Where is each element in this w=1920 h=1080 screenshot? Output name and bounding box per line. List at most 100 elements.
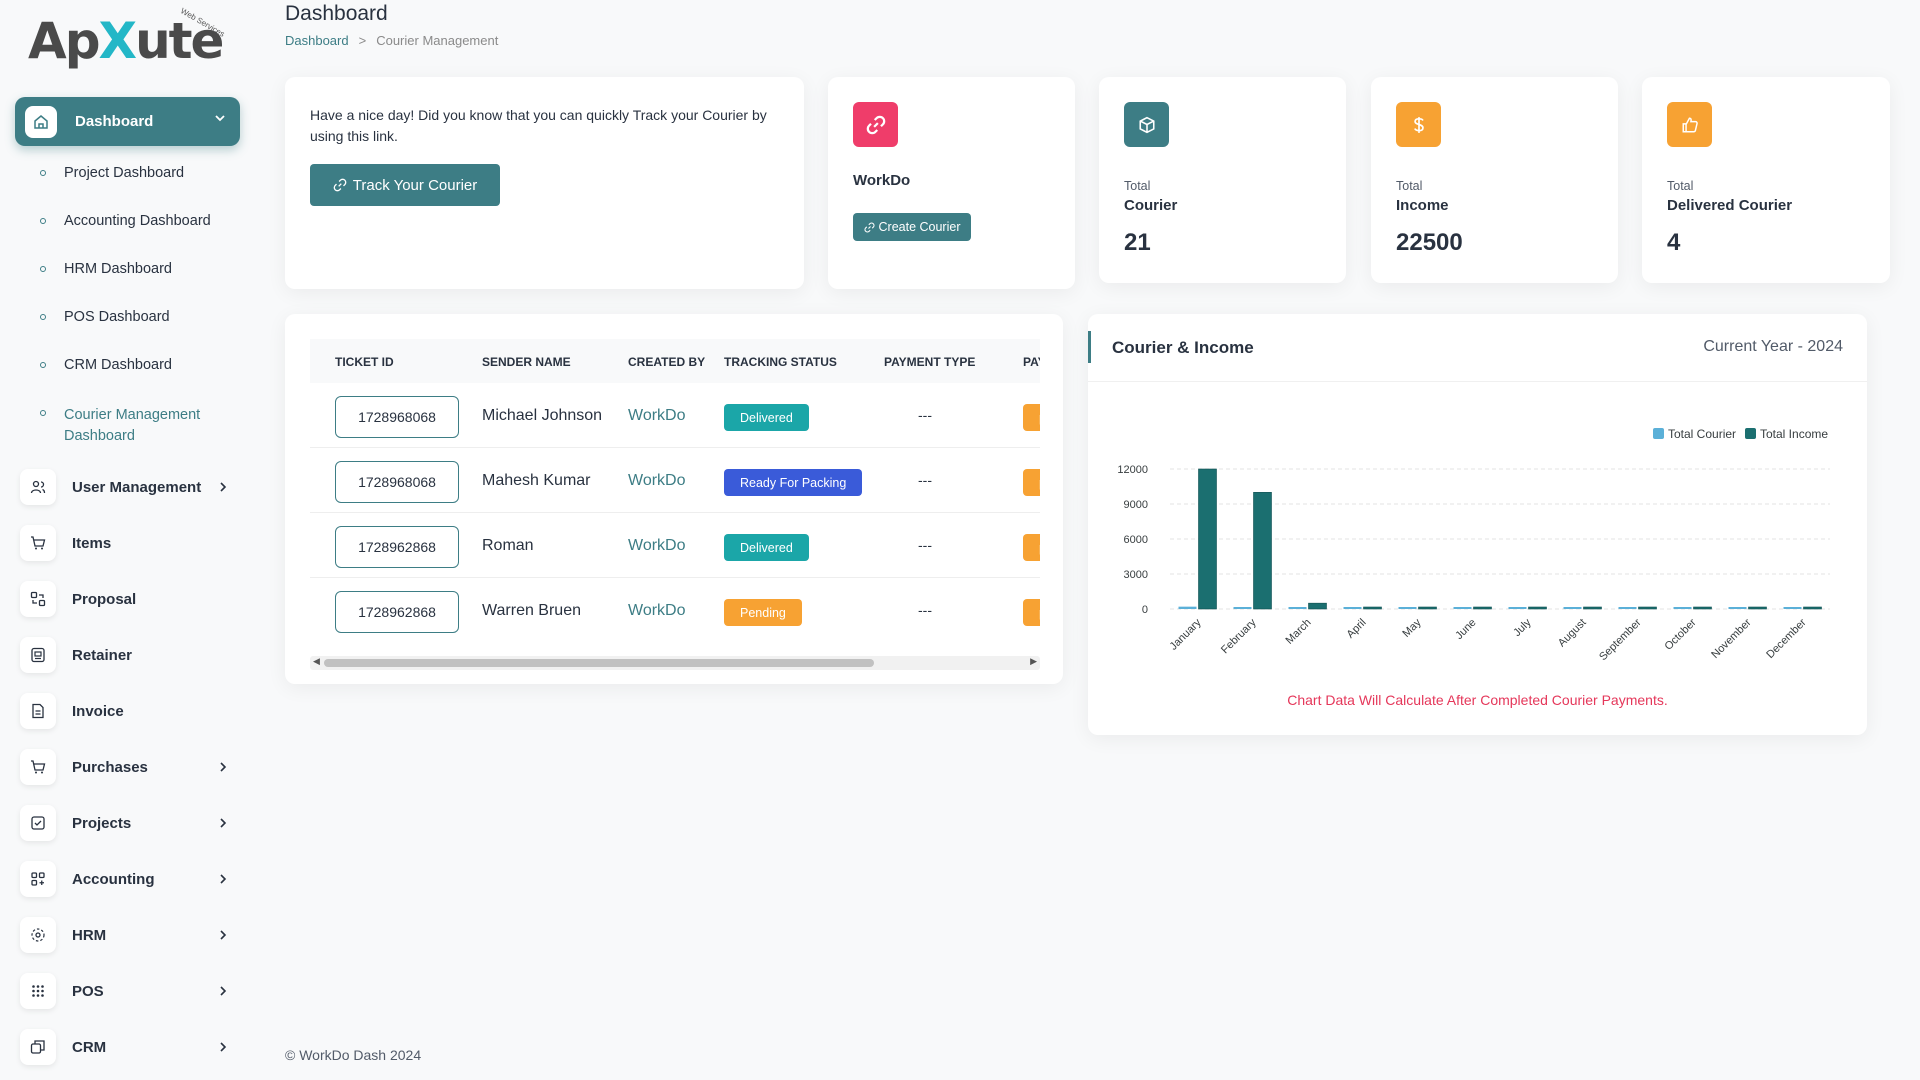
stat-card-delivered: Total Delivered Courier 4 xyxy=(1642,77,1890,283)
ticket-id-button[interactable]: 1728962868 xyxy=(335,591,459,633)
sender-name: Mahesh Kumar xyxy=(482,472,591,489)
created-by-link[interactable]: WorkDo xyxy=(628,537,686,554)
create-courier-button[interactable]: Create Courier xyxy=(853,213,971,241)
pos-grid-icon xyxy=(20,973,56,1009)
table-horizontal-scrollbar[interactable]: ◀ ▶ xyxy=(310,656,1040,670)
y-tick-label: 6000 xyxy=(1124,534,1148,546)
stat-card-income: Total Income 22500 xyxy=(1371,77,1618,283)
chevron-down-icon xyxy=(214,111,226,127)
y-tick-label: 0 xyxy=(1142,604,1148,616)
column-header: PAYME xyxy=(1023,355,1040,369)
payment-status-badge: pend xyxy=(1023,599,1040,626)
scroll-right-icon[interactable]: ▶ xyxy=(1030,656,1037,666)
sidebar: ApXute Web Services Dashboard Project Da… xyxy=(0,0,260,1080)
bar-total-income xyxy=(1638,606,1657,610)
bullet-icon xyxy=(40,410,46,416)
brand-logo[interactable]: ApXute Web Services xyxy=(28,6,228,70)
chart-title: Courier & Income xyxy=(1112,338,1254,357)
bar-total-income xyxy=(1528,606,1547,610)
x-tick-label: October xyxy=(1662,616,1698,652)
breadcrumb-current: Courier Management xyxy=(376,33,499,48)
chart-card-header: Courier & Income Current Year - 2024 xyxy=(1088,314,1867,382)
payment-type: --- xyxy=(918,407,932,423)
bar-total-income xyxy=(1803,606,1822,610)
bar-total-courier xyxy=(1563,607,1582,609)
sidebar-subitem-label: CRM Dashboard xyxy=(64,357,172,373)
created-by-link[interactable]: WorkDo xyxy=(628,407,686,424)
scroll-thumb[interactable] xyxy=(324,659,874,667)
sidebar-item-accounting[interactable]: Accounting xyxy=(20,859,240,899)
ticket-id-button[interactable]: 1728968068 xyxy=(335,461,459,503)
sidebar-item-invoice[interactable]: Invoice xyxy=(20,691,240,731)
sidebar-item-proposal[interactable]: Proposal xyxy=(20,579,240,619)
x-tick-label: January xyxy=(1167,616,1204,653)
y-tick-label: 3000 xyxy=(1124,569,1148,581)
bar-total-courier xyxy=(1508,607,1527,609)
sidebar-item-pos[interactable]: POS xyxy=(20,971,240,1011)
sidebar-item-crm[interactable]: CRM xyxy=(20,1027,240,1067)
invoice-icon xyxy=(20,693,56,729)
sidebar-item-label: Retainer xyxy=(72,646,133,664)
sidebar-subitem-accounting-dashboard[interactable]: Accounting Dashboard xyxy=(40,213,211,229)
ticket-id-button[interactable]: 1728968068 xyxy=(335,396,459,438)
workdo-name: WorkDo xyxy=(853,172,911,189)
sidebar-subitem-crm-dashboard[interactable]: CRM Dashboard xyxy=(40,357,172,373)
legend-label: Total Courier xyxy=(1668,427,1736,441)
cart-icon xyxy=(20,525,56,561)
chevron-right-icon xyxy=(218,479,228,495)
created-by-link[interactable]: WorkDo xyxy=(628,602,686,619)
sidebar-item-user-management[interactable]: User Management xyxy=(20,467,240,507)
x-tick-label: November xyxy=(1709,616,1754,661)
sidebar-subitem-hrm-dashboard[interactable]: HRM Dashboard xyxy=(40,261,172,277)
stat-small-label: Total xyxy=(1396,179,1423,193)
sidebar-item-label: Proposal xyxy=(72,590,137,608)
breadcrumb-separator-icon: > xyxy=(358,33,367,48)
home-icon xyxy=(25,105,57,138)
created-by-link[interactable]: WorkDo xyxy=(628,472,686,489)
stat-value: 21 xyxy=(1124,229,1151,256)
bullet-icon xyxy=(40,218,46,224)
chevron-right-icon xyxy=(218,983,228,999)
sidebar-item-purchases[interactable]: Purchases xyxy=(20,747,240,787)
sidebar-subitem-pos-dashboard[interactable]: POS Dashboard xyxy=(40,309,170,325)
sidebar-subitem-project-dashboard[interactable]: Project Dashboard xyxy=(40,165,184,181)
sidebar-item-hrm[interactable]: HRM xyxy=(20,915,240,955)
cart-icon xyxy=(20,749,56,785)
bar-total-income xyxy=(1363,606,1382,610)
bar-total-courier xyxy=(1673,607,1692,609)
sidebar-item-retainer[interactable]: Retainer xyxy=(20,635,240,675)
stat-card-courier: Total Courier 21 xyxy=(1099,77,1346,283)
bar-total-courier xyxy=(1288,607,1307,609)
sender-name: Roman xyxy=(482,537,534,554)
sidebar-subitem-label: HRM Dashboard xyxy=(64,261,172,277)
bar-total-income xyxy=(1253,492,1272,610)
status-badge: Delivered xyxy=(724,404,809,431)
scroll-left-icon[interactable]: ◀ xyxy=(313,656,320,666)
track-courier-button[interactable]: Track Your Courier xyxy=(310,164,500,206)
sidebar-subitem-courier-dashboard[interactable]: Courier Management Dashboard xyxy=(40,405,240,447)
stat-label: Delivered Courier xyxy=(1667,197,1793,214)
payment-status-badge: pend xyxy=(1023,469,1040,496)
welcome-card: Have a nice day! Did you know that you c… xyxy=(285,77,804,289)
sidebar-item-label: HRM xyxy=(72,926,107,944)
sidebar-item-label: Projects xyxy=(72,814,132,832)
breadcrumb-home-link[interactable]: Dashboard xyxy=(285,33,349,48)
y-tick-label: 9000 xyxy=(1124,499,1148,511)
sidebar-subitem-label: POS Dashboard xyxy=(64,309,170,325)
column-header: CREATED BY xyxy=(628,355,706,369)
page-title: Dashboard xyxy=(285,2,388,25)
table-row: 1728962868 Roman WorkDo Delivered --- pe… xyxy=(310,513,1040,578)
x-tick-label: July xyxy=(1511,616,1534,639)
link-icon xyxy=(864,222,874,232)
link-icon xyxy=(333,178,347,192)
chevron-right-icon xyxy=(218,1039,228,1055)
ticket-id-button[interactable]: 1728962868 xyxy=(335,526,459,568)
footer-copyright: © WorkDo Dash 2024 xyxy=(285,1047,422,1063)
sidebar-item-projects[interactable]: Projects xyxy=(20,803,240,843)
main-content: Dashboard Dashboard > Courier Management… xyxy=(285,0,1895,1080)
sidebar-item-items[interactable]: Items xyxy=(20,523,240,563)
bullet-icon xyxy=(40,170,46,176)
sidebar-item-dashboard[interactable]: Dashboard xyxy=(15,97,240,146)
legend-label: Total Income xyxy=(1760,427,1828,441)
sidebar-item-label: Dashboard xyxy=(75,113,154,130)
